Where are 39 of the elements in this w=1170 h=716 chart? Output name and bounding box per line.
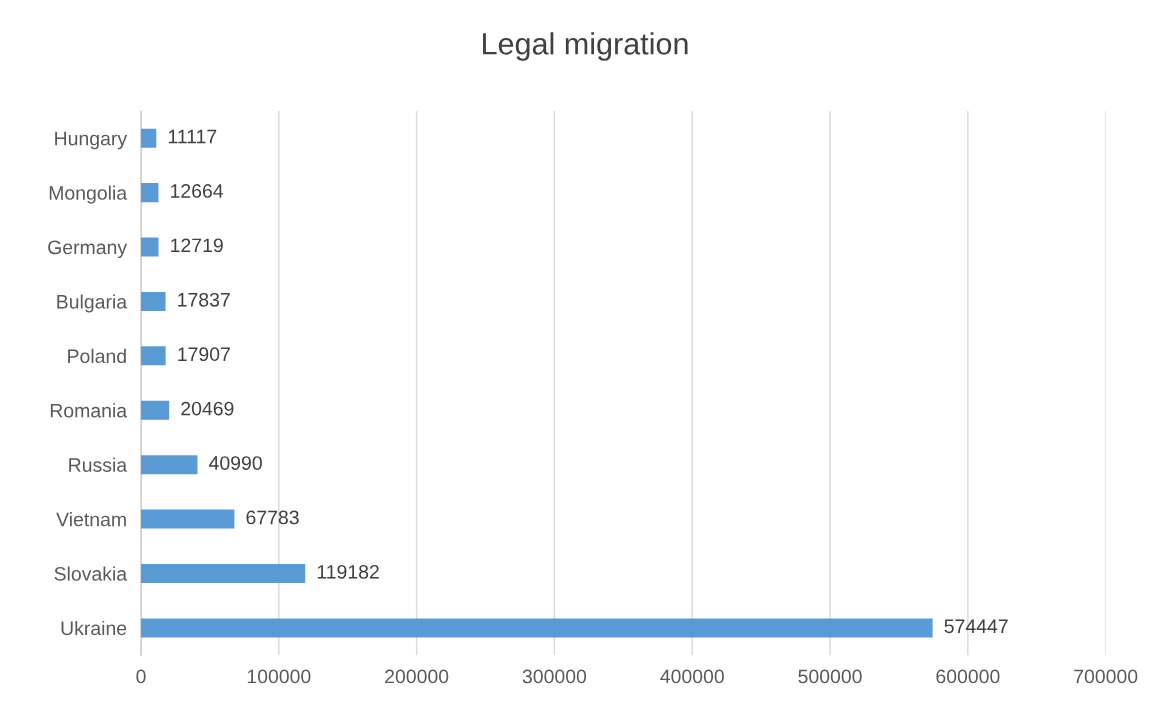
bar	[140, 291, 166, 311]
x-tick-label: 200000	[385, 669, 449, 684]
y-tick-label: Romania	[50, 403, 128, 418]
data-label: 20469	[181, 401, 234, 416]
x-tick-label: 400000	[660, 669, 724, 684]
data-label: 17907	[178, 347, 230, 362]
x-tick-label: 300000	[522, 669, 587, 684]
y-tick-label: Ukraine	[61, 620, 127, 636]
data-label: 12664	[171, 184, 224, 198]
bar	[140, 183, 159, 203]
bar	[140, 237, 159, 257]
y-tick-label: Mongolia	[49, 185, 128, 204]
bar	[140, 128, 157, 148]
data-label: 12719	[171, 238, 223, 253]
x-tick-label: 700000	[1074, 669, 1138, 684]
y-tick-label: Russia	[69, 457, 128, 472]
x-tick-label: 600000	[936, 669, 1000, 684]
y-tick-label: Poland	[68, 348, 126, 364]
data-label: 67783	[246, 510, 299, 525]
data-label: 40990	[209, 456, 262, 470]
y-tick-label: Bulgaria	[57, 294, 128, 313]
y-tick-label: Vietnam	[56, 512, 126, 527]
data-label: 11117	[168, 129, 217, 144]
bar	[140, 509, 235, 529]
bar	[140, 563, 306, 584]
data-label: 119182	[317, 564, 379, 579]
bar	[140, 455, 198, 475]
bar	[140, 618, 933, 638]
y-tick-label: Germany	[48, 240, 128, 259]
x-tick-label: 0	[136, 669, 146, 684]
data-label: 574447	[944, 619, 1008, 634]
bar	[140, 400, 170, 420]
y-tick-label: Hungary	[55, 131, 128, 150]
y-tick-label: Slovakia	[54, 566, 128, 581]
data-label: 17837	[178, 292, 230, 307]
x-tick-label: 500000	[798, 669, 862, 684]
bar	[140, 346, 166, 366]
chart-title: Legal migration	[483, 32, 688, 61]
x-tick-label: 100000	[247, 669, 311, 684]
